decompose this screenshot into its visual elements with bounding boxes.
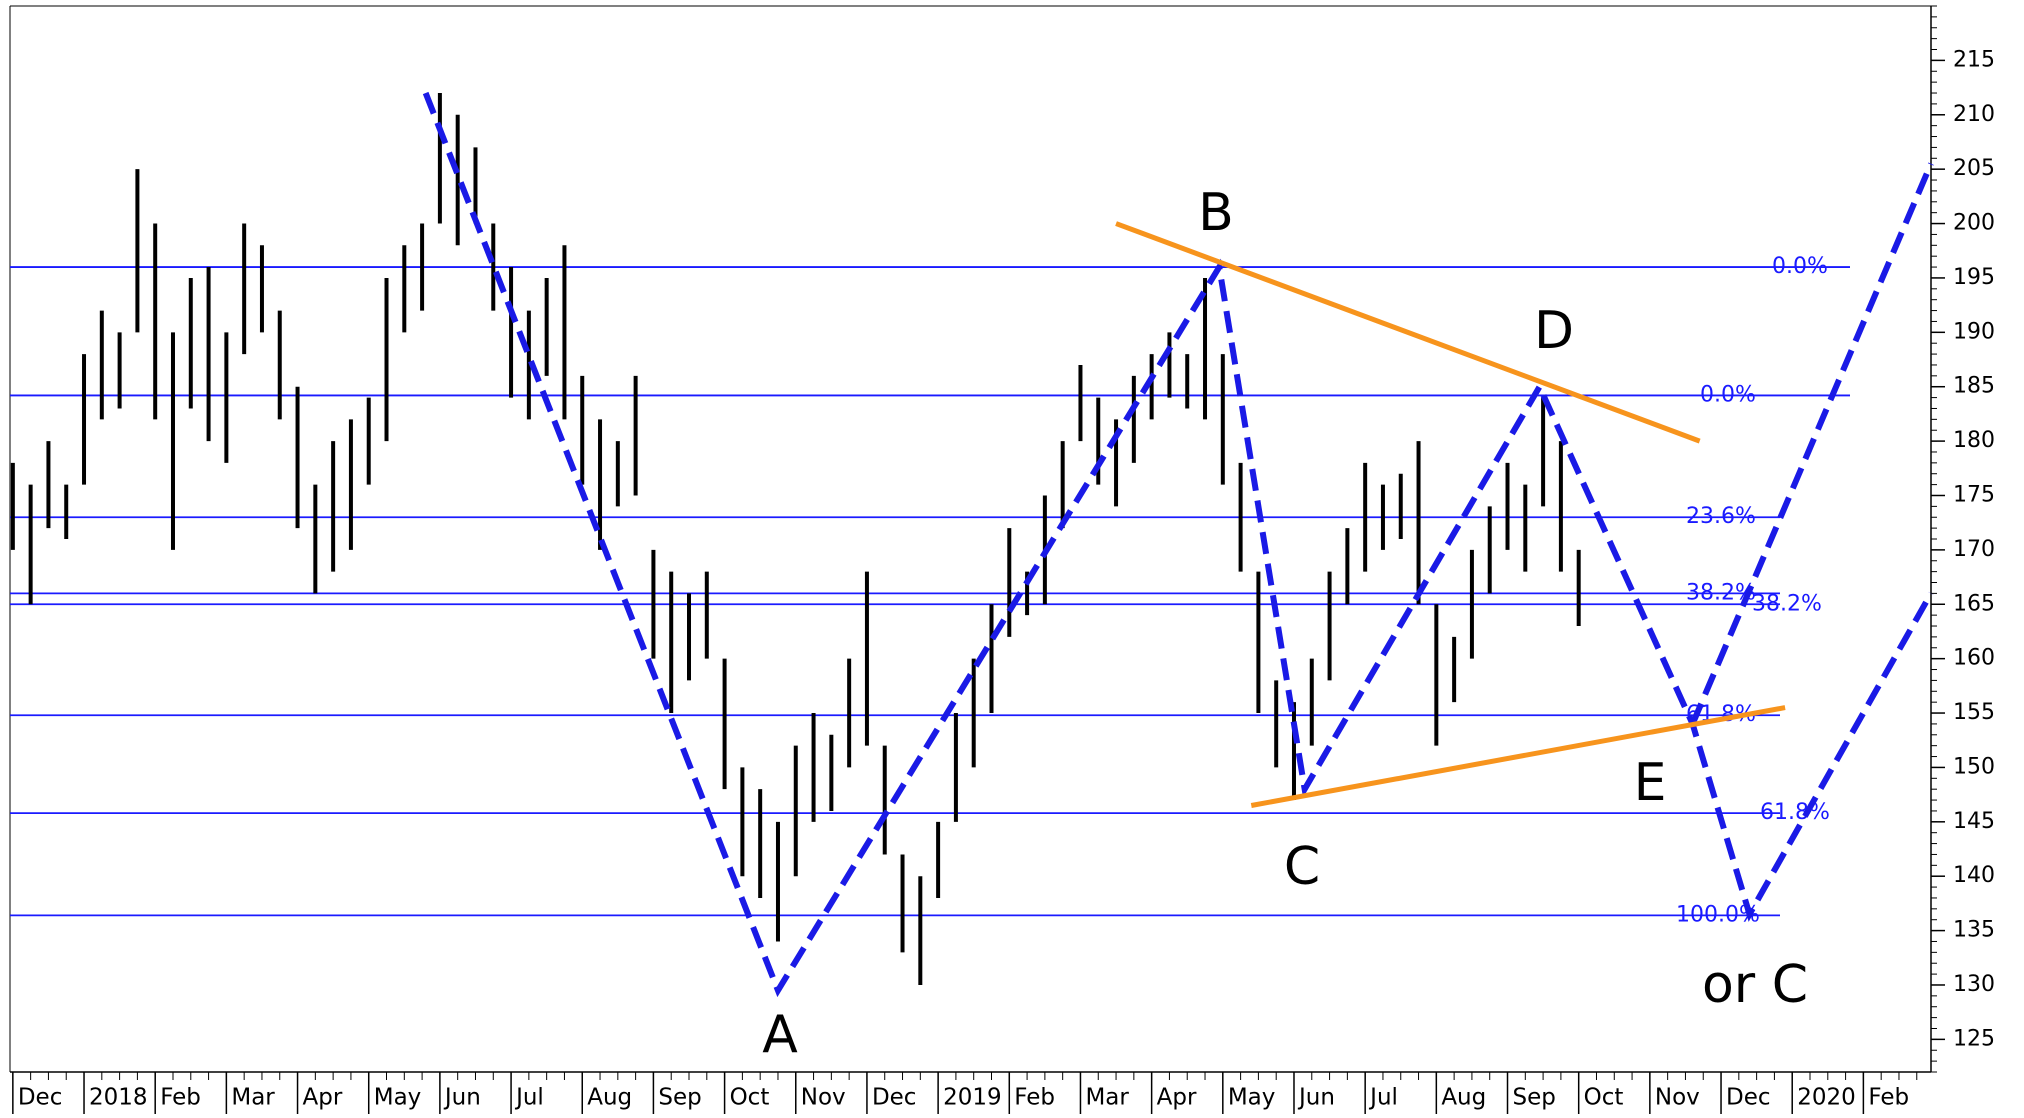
x-tick-label: Aug bbox=[587, 1085, 632, 1111]
x-tick-label: Jun bbox=[1297, 1085, 1335, 1111]
x-tick-label: Feb bbox=[160, 1085, 201, 1111]
x-tick-label: Apr bbox=[1157, 1085, 1197, 1111]
y-tick-label: 150 bbox=[1953, 754, 1995, 779]
y-tick-label: 130 bbox=[1953, 972, 1995, 997]
y-tick-label: 195 bbox=[1953, 265, 1995, 290]
x-tick-label: Sep bbox=[658, 1085, 701, 1111]
fib-label: 23.6% bbox=[1686, 504, 1756, 529]
x-tick-label: Dec bbox=[18, 1085, 63, 1111]
y-tick-label: 200 bbox=[1953, 211, 1995, 236]
wave-label: A bbox=[762, 1005, 798, 1065]
x-tick-label: Oct bbox=[1584, 1085, 1624, 1111]
y-tick-label: 175 bbox=[1953, 482, 1995, 507]
wave-line bbox=[422, 91, 1934, 998]
x-tick-label: 2019 bbox=[943, 1085, 1002, 1111]
x-tick-label: 2020 bbox=[1797, 1085, 1856, 1111]
x-tick-label: Mar bbox=[1085, 1085, 1129, 1111]
y-tick-label: 155 bbox=[1953, 700, 1995, 725]
x-tick-label: Feb bbox=[1868, 1085, 1909, 1111]
y-tick-label: 165 bbox=[1953, 591, 1995, 616]
x-tick-label: May bbox=[374, 1085, 422, 1111]
y-tick-label: 210 bbox=[1953, 102, 1995, 127]
x-tick-label: Oct bbox=[730, 1085, 770, 1111]
fib-label: 0.0% bbox=[1700, 382, 1756, 407]
y-tick-label: 215 bbox=[1953, 47, 1995, 72]
fib-label: 38.2% bbox=[1752, 591, 1822, 616]
wave-label: or C bbox=[1702, 955, 1808, 1015]
x-tick-label: Apr bbox=[303, 1085, 343, 1111]
y-tick-label: 140 bbox=[1953, 863, 1995, 888]
wave-label: B bbox=[1198, 183, 1234, 243]
trend-line bbox=[1250, 705, 1786, 808]
x-tick-label: Sep bbox=[1513, 1085, 1556, 1111]
y-tick-label: 185 bbox=[1953, 374, 1995, 399]
wave-label: E bbox=[1634, 753, 1667, 813]
x-tick-label: Jun bbox=[443, 1085, 481, 1111]
x-tick-label: Jul bbox=[1368, 1085, 1398, 1111]
x-tick-label: Dec bbox=[872, 1085, 917, 1111]
x-tick-label: 2018 bbox=[89, 1085, 148, 1111]
y-tick-label: 145 bbox=[1953, 809, 1995, 834]
fib-label: 61.8% bbox=[1760, 800, 1830, 825]
x-tick-label: Dec bbox=[1726, 1085, 1771, 1111]
x-tick-label: Feb bbox=[1014, 1085, 1055, 1111]
y-tick-label: 160 bbox=[1953, 646, 1995, 671]
x-tick-label: Mar bbox=[231, 1085, 275, 1111]
wave-label: D bbox=[1534, 301, 1574, 361]
wave-label: C bbox=[1284, 837, 1320, 897]
x-tick-label: Jul bbox=[514, 1085, 544, 1111]
wave-line bbox=[1689, 162, 1934, 726]
y-tick-label: 170 bbox=[1953, 537, 1995, 562]
y-tick-label: 180 bbox=[1953, 428, 1995, 453]
y-tick-label: 190 bbox=[1953, 319, 1995, 344]
y-tick-label: 125 bbox=[1953, 1026, 1995, 1051]
fib-label: 0.0% bbox=[1772, 254, 1828, 279]
x-tick-label: Aug bbox=[1441, 1085, 1486, 1111]
y-tick-label: 135 bbox=[1953, 918, 1995, 943]
x-tick-label: Nov bbox=[1655, 1085, 1700, 1111]
x-tick-label: May bbox=[1228, 1085, 1276, 1111]
trend-line bbox=[1115, 221, 1701, 444]
x-tick-label: Nov bbox=[801, 1085, 846, 1111]
y-tick-label: 205 bbox=[1953, 156, 1995, 181]
